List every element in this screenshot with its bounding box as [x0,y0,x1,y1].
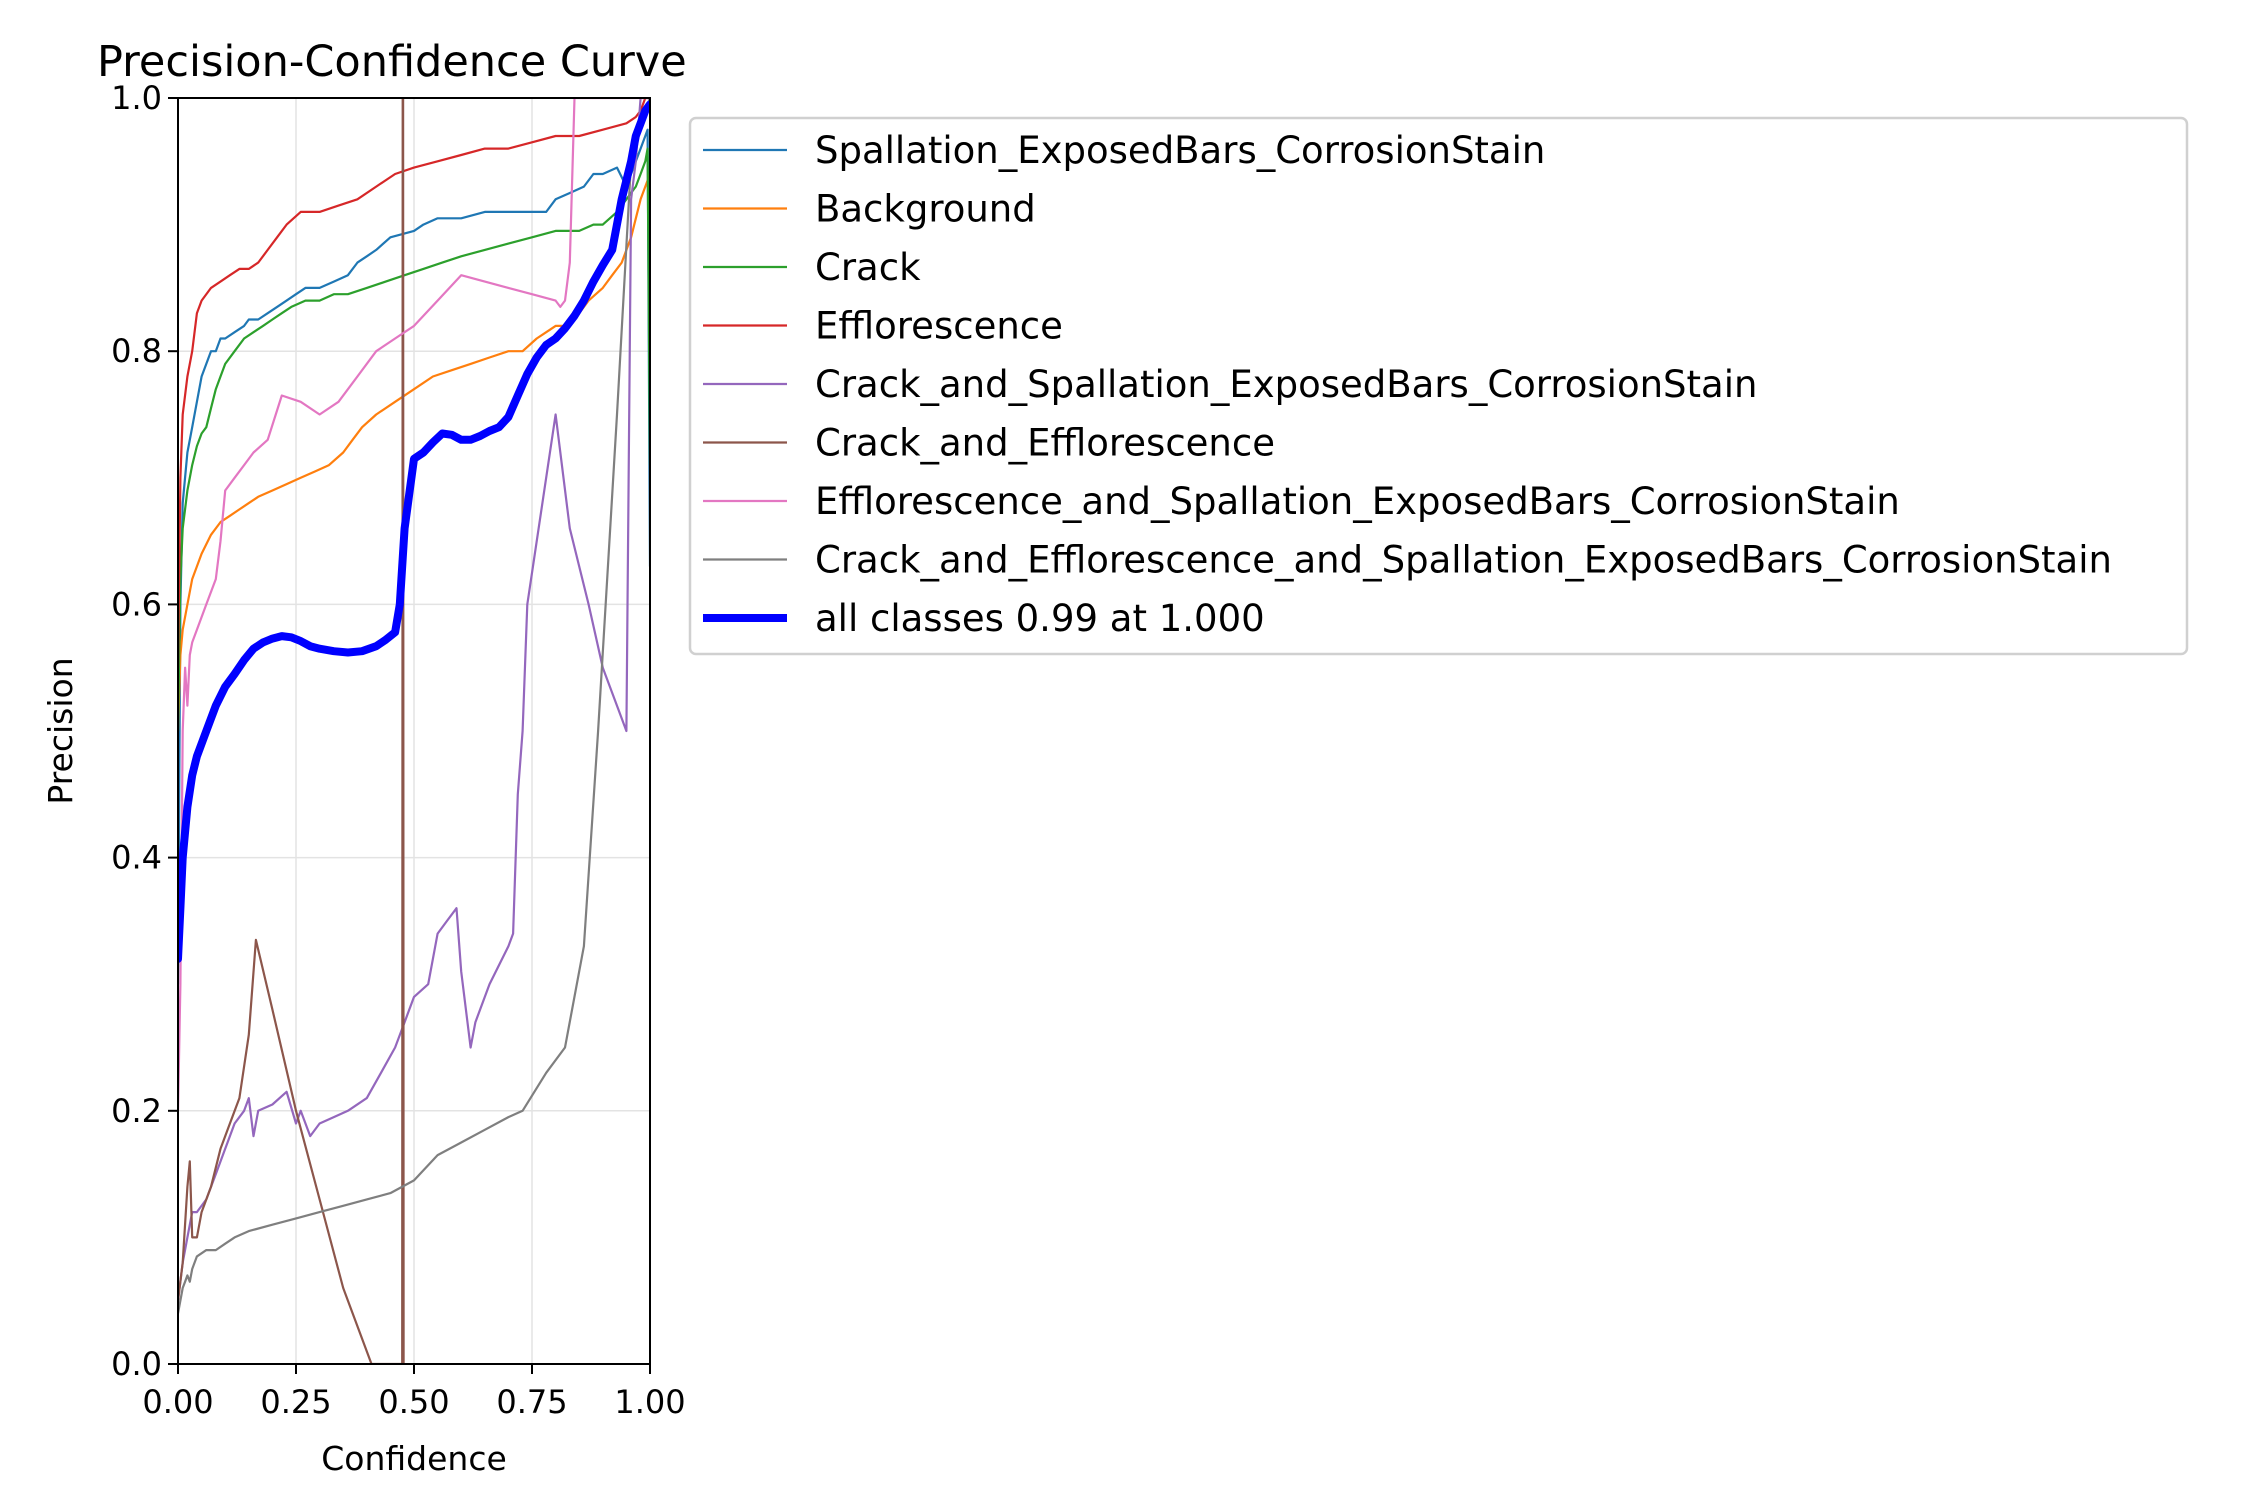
legend-entry-label: Efflorescence [815,305,1063,348]
y-axis-label: Precision [41,657,80,804]
legend: Spallation_ExposedBars_CorrosionStain Bac… [688,116,2189,656]
y-tick-label: 0.2 [111,1092,162,1130]
legend-entry-label: Crack_and_Spallation_ExposedBars_Corrosi… [815,363,1757,406]
legend-entry-label: Crack [815,246,921,289]
series-line-1 [178,128,650,986]
x-tick-label: 0.75 [496,1383,567,1421]
legend-entry-label: Crack_and_Efflorescence_and_Spallation_E… [815,539,2112,582]
legend-entry-label: Crack_and_Efflorescence [815,422,1275,465]
tick-layer: 0.00 0.25 0.50 0.75 1.00 0.0 0.2 0.4 0.6 0.8 1.0 [111,79,686,1421]
series-line-8 [178,98,650,1315]
series-line-5 [178,98,650,1302]
legend-entry-label: all classes 0.99 at 1.000 [815,597,1265,640]
y-tick-label: 0.0 [111,1345,162,1383]
legend-entry-label: Spallation_ExposedBars_CorrosionStain [815,129,1545,172]
series-line-6 [178,98,405,1364]
y-tick-label: 0.8 [111,332,162,370]
series-line-3 [178,147,650,733]
legend-entry-label: Efflorescence_and_Spallation_ExposedBars… [815,480,1900,523]
grid-layer [177,97,651,1365]
series-line-9 [178,100,650,963]
series-line-4 [178,98,650,669]
series-line-7 [178,98,650,1112]
chart-title: Precision-Confidence Curve [97,37,687,87]
y-tick-label: 1.0 [111,79,162,117]
legend-entry-label: Background [815,188,1036,231]
legend-frame [688,116,2189,656]
x-axis-label: Confidence [321,1439,507,1478]
y-tick-label: 0.4 [111,839,162,877]
x-tick-label: 0.25 [260,1383,331,1421]
series-layer [178,98,650,1364]
y-tick-label: 0.6 [111,585,162,623]
x-tick-label: 0.00 [142,1383,213,1421]
x-tick-label: 1.00 [614,1383,685,1421]
x-tick-label: 0.50 [378,1383,449,1421]
